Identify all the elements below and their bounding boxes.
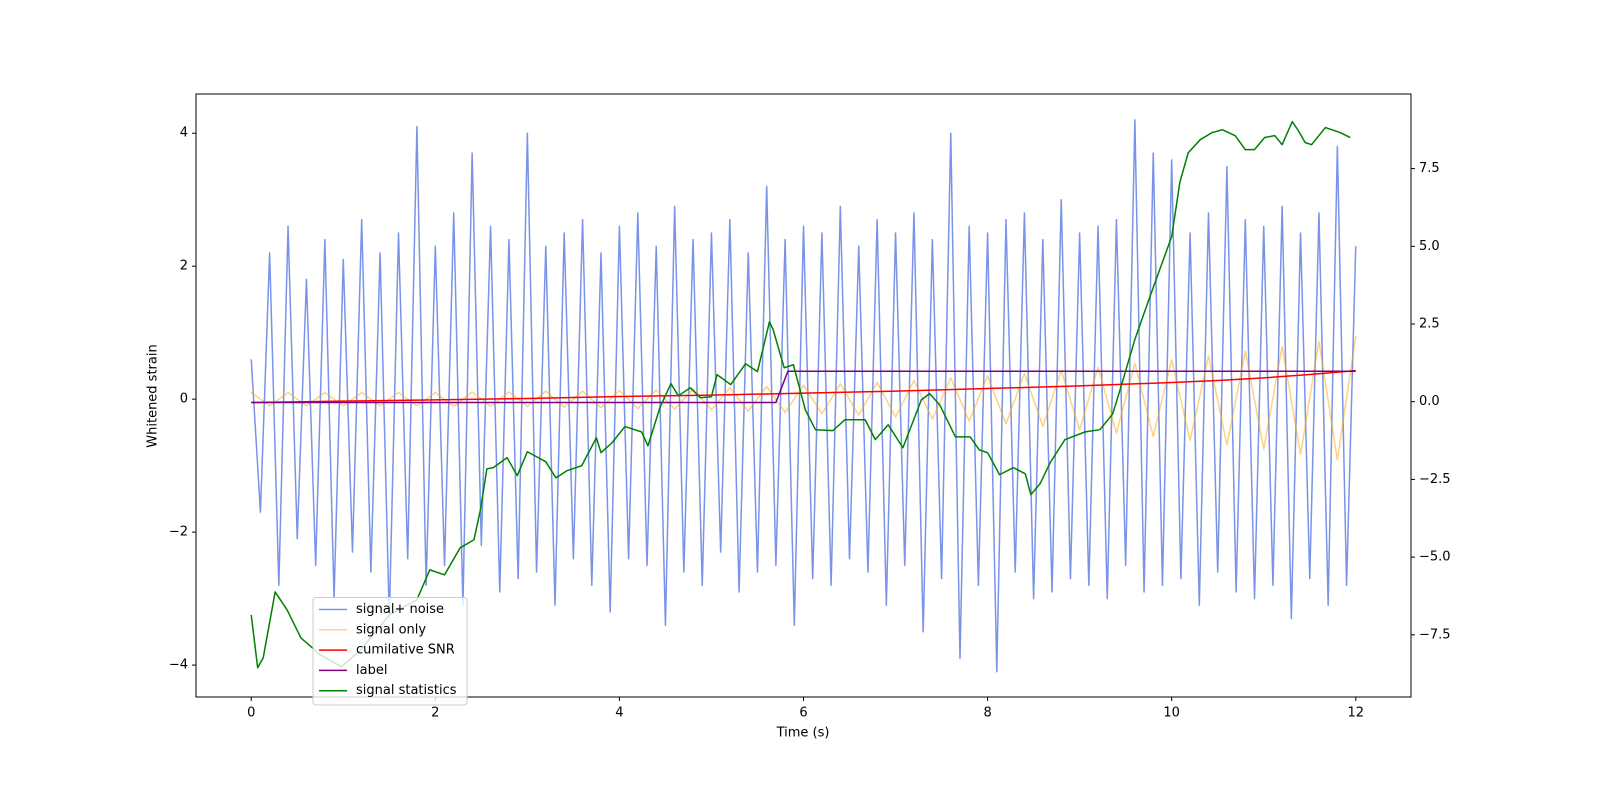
x-tick-label: 0 <box>247 706 255 721</box>
y-tick-label: −4 <box>169 658 188 673</box>
y-tick-label: 2 <box>180 259 188 274</box>
legend-label: cumilative SNR <box>356 643 455 658</box>
x-axis-label: Time (s) <box>776 726 830 741</box>
x-tick-label: 6 <box>799 706 807 721</box>
x-tick-label: 2 <box>431 706 439 721</box>
y-axis-label: Whitened strain <box>146 344 161 447</box>
y2-tick-label: −5.0 <box>1419 550 1451 565</box>
x-tick-label: 12 <box>1347 706 1364 721</box>
legend-label: label <box>356 663 387 678</box>
x-tick-label: 4 <box>615 706 623 721</box>
series-line <box>250 120 1351 669</box>
y2-tick-label: 5.0 <box>1419 239 1440 254</box>
y-tick-label: 4 <box>180 126 188 141</box>
y2-tick-label: 2.5 <box>1419 317 1440 332</box>
y-tick-label: −2 <box>169 525 188 540</box>
y2-tick-label: 0.0 <box>1419 394 1440 409</box>
x-tick-label: 10 <box>1163 706 1180 721</box>
legend-label: signal statistics <box>356 683 457 698</box>
x-tick-label: 8 <box>983 706 991 721</box>
series-line <box>250 119 1357 673</box>
legend-box <box>312 597 468 706</box>
y2-tick-label: −2.5 <box>1419 472 1451 487</box>
series-line <box>251 370 1356 404</box>
y2-tick-label: 7.5 <box>1419 161 1440 176</box>
y2-tick-label: −7.5 <box>1419 627 1451 642</box>
y-tick-label: 0 <box>180 392 188 407</box>
plot-area <box>250 119 1357 673</box>
legend-label: signal only <box>356 622 426 637</box>
series-line <box>251 369 1356 404</box>
legend-label: signal+ noise <box>356 602 444 617</box>
series-line <box>250 335 1357 461</box>
legend: signal+ noise signal only cumilative SNR la… <box>312 597 468 706</box>
